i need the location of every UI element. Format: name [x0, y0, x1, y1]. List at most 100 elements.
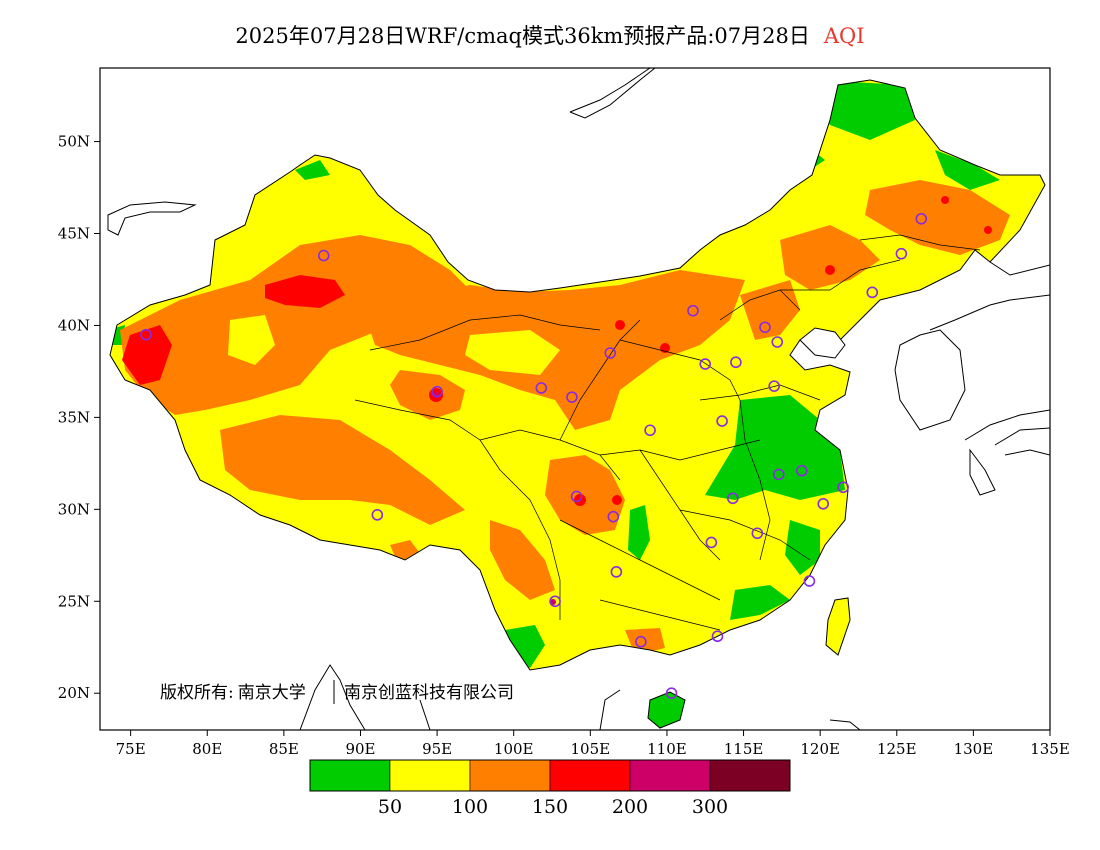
station-marker	[817, 498, 830, 510]
aqi-region-red	[941, 196, 949, 204]
aqi-region-green	[785, 520, 820, 575]
station-marker	[635, 635, 647, 648]
legend-label: 300	[692, 796, 728, 818]
station-marker	[759, 321, 771, 334]
station-marker	[716, 415, 728, 427]
aqi-region-yellow	[228, 315, 275, 365]
lon-tick-label: 75E	[116, 740, 146, 758]
copyright-org2: 南京创蓝科技有限公司	[344, 683, 514, 703]
station-marker	[570, 490, 583, 503]
legend-label: 50	[378, 796, 402, 818]
station-marker	[604, 347, 617, 359]
copyright-text: 版权所有: 南京大学	[160, 683, 306, 703]
title-variable: AQI	[823, 24, 865, 48]
station-marker	[751, 527, 764, 540]
station-marker	[431, 385, 443, 398]
aqi-region-orange	[490, 520, 555, 600]
station-marker	[771, 336, 784, 348]
aqi-region-orange	[390, 370, 465, 420]
lat-tick-label: 20N	[58, 684, 90, 702]
map-title: 2025年07月28日WRF/cmaq模式36km预报产品:07月28日 AQI	[0, 20, 1100, 50]
hainan-island	[647, 691, 686, 729]
station-marker	[140, 328, 152, 341]
aqi-region-orange	[865, 180, 1010, 255]
aqi-region-orange	[545, 455, 625, 535]
station-marker	[803, 575, 816, 587]
station-marker	[768, 380, 780, 392]
lon-tick-label: 100E	[494, 740, 534, 758]
legend-frame	[309, 759, 791, 792]
station-marker	[317, 249, 330, 262]
map-frame	[99, 67, 1051, 731]
aqi-region-green	[705, 395, 845, 500]
lat-tick-label: 30N	[58, 500, 90, 518]
aqi-region-green	[730, 585, 790, 620]
station-marker	[665, 687, 678, 700]
station-marker	[772, 468, 785, 481]
aqi-region-red	[122, 325, 172, 385]
legend-label: 150	[532, 796, 568, 818]
station-marker	[644, 424, 656, 437]
aqi-region-red	[984, 226, 992, 234]
copyright-prefix: 版权所有:	[160, 683, 234, 703]
legend-swatch-green	[309, 759, 391, 792]
monitoring-stations	[140, 212, 928, 700]
station-marker	[371, 509, 384, 521]
station-marker	[607, 510, 620, 523]
longitude-axis: 75E 80E 85E 90E 95E 100E 105E 110E 115E 120E 125E 1…	[116, 730, 1070, 758]
lat-tick-label: 50N	[58, 133, 90, 151]
aqi-region-orange	[120, 235, 470, 415]
latitude-axis: 50N 45N 40N 35N 30N 25N 20N	[58, 133, 100, 702]
station-marker	[895, 247, 908, 260]
station-marker	[915, 212, 928, 225]
lon-tick-label: 135E	[1030, 740, 1070, 758]
lon-tick-label: 80E	[192, 740, 222, 758]
aqi-region-green	[935, 150, 1000, 190]
lon-tick-label: 105E	[571, 740, 611, 758]
title-text: 2025年07月28日WRF/cmaq模式36km预报产品:07月28日	[235, 24, 810, 48]
legend-swatch-magenta	[629, 759, 711, 792]
aqi-region-green	[628, 505, 650, 560]
aqi-region-yellow	[465, 330, 560, 375]
lon-tick-label: 120E	[800, 740, 840, 758]
station-marker	[727, 492, 739, 505]
neighbor-coastlines	[107, 68, 1050, 730]
legend-swatch-red	[549, 759, 631, 792]
province-boundaries	[354, 234, 981, 631]
aqi-fields	[110, 80, 1010, 668]
lon-tick-label: 130E	[954, 740, 994, 758]
legend-swatch-yellow	[389, 759, 471, 792]
lat-tick-label: 45N	[58, 225, 90, 243]
station-marker	[566, 391, 578, 403]
taiwan-island	[825, 597, 851, 656]
lon-tick-label: 125E	[877, 740, 917, 758]
station-marker	[535, 382, 548, 394]
legend-swatch-orange	[469, 759, 551, 792]
legend-label: 200	[612, 796, 648, 818]
aqi-region-red	[825, 265, 835, 275]
lat-tick-label: 25N	[58, 592, 90, 610]
station-marker	[687, 304, 699, 317]
legend-swatch-maroon	[709, 759, 791, 792]
station-marker	[866, 286, 879, 299]
china-outline	[109, 79, 1046, 671]
lon-tick-label: 95E	[422, 740, 452, 758]
aqi-region-green	[295, 160, 330, 180]
lon-tick-label: 85E	[269, 740, 299, 758]
aqi-region-red	[615, 320, 625, 330]
aqi-region-red	[265, 275, 345, 308]
aqi-region-red	[612, 495, 622, 505]
lon-tick-label: 90E	[345, 740, 375, 758]
bohai-sea	[799, 327, 846, 359]
aqi-region-orange	[220, 415, 465, 525]
copyright-org1: 南京大学	[238, 683, 306, 703]
lon-tick-label: 115E	[724, 740, 764, 758]
station-marker	[549, 595, 561, 608]
station-marker	[705, 536, 718, 549]
station-marker	[730, 356, 742, 369]
lat-tick-label: 35N	[58, 408, 90, 426]
station-marker	[837, 481, 849, 494]
lat-tick-label: 40N	[58, 316, 90, 334]
aqi-region-green	[815, 80, 915, 140]
